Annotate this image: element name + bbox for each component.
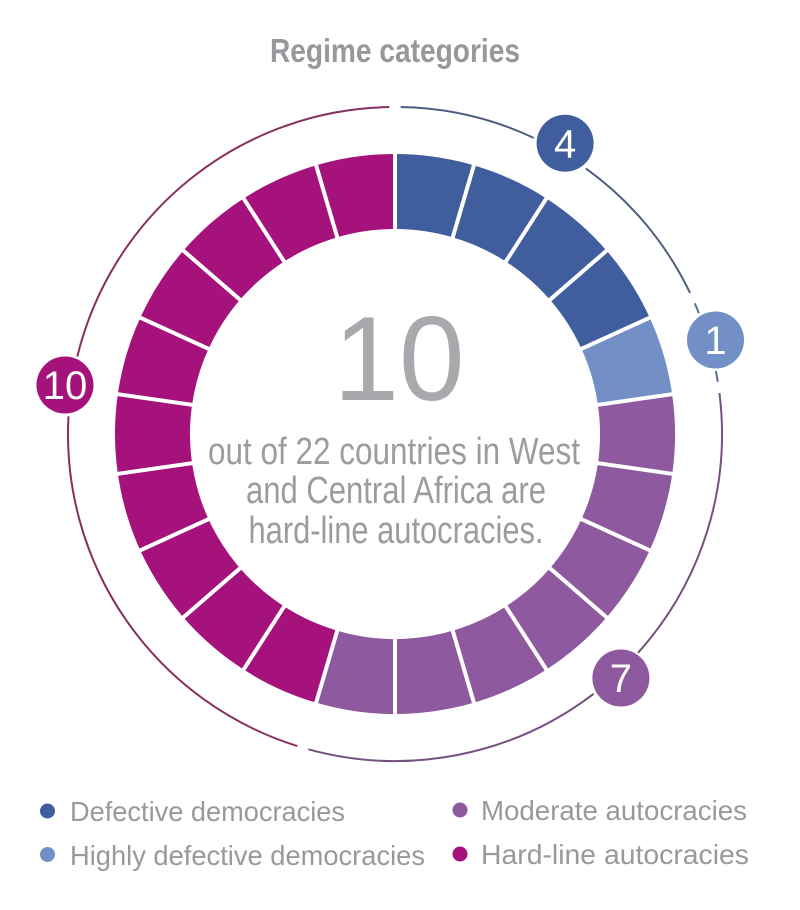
svg-text:10: 10	[334, 292, 465, 426]
svg-text:Highly defective democracies: Highly defective democracies	[70, 840, 425, 871]
svg-text:1: 1	[704, 319, 726, 363]
svg-text:Regime categories: Regime categories	[270, 32, 520, 69]
svg-text:Moderate autocracies: Moderate autocracies	[481, 795, 747, 826]
svg-text:hard-line autocracies.: hard-line autocracies.	[249, 510, 544, 552]
svg-text:Hard-line autocracies: Hard-line autocracies	[481, 839, 749, 870]
svg-text:7: 7	[610, 657, 632, 701]
svg-text:4: 4	[554, 122, 576, 166]
svg-text:out of 22 countries in West: out of 22 countries in West	[208, 431, 580, 473]
svg-text:10: 10	[43, 364, 88, 408]
svg-text:Defective democracies: Defective democracies	[70, 796, 345, 827]
svg-text:and Central Africa are: and Central Africa are	[246, 470, 546, 512]
